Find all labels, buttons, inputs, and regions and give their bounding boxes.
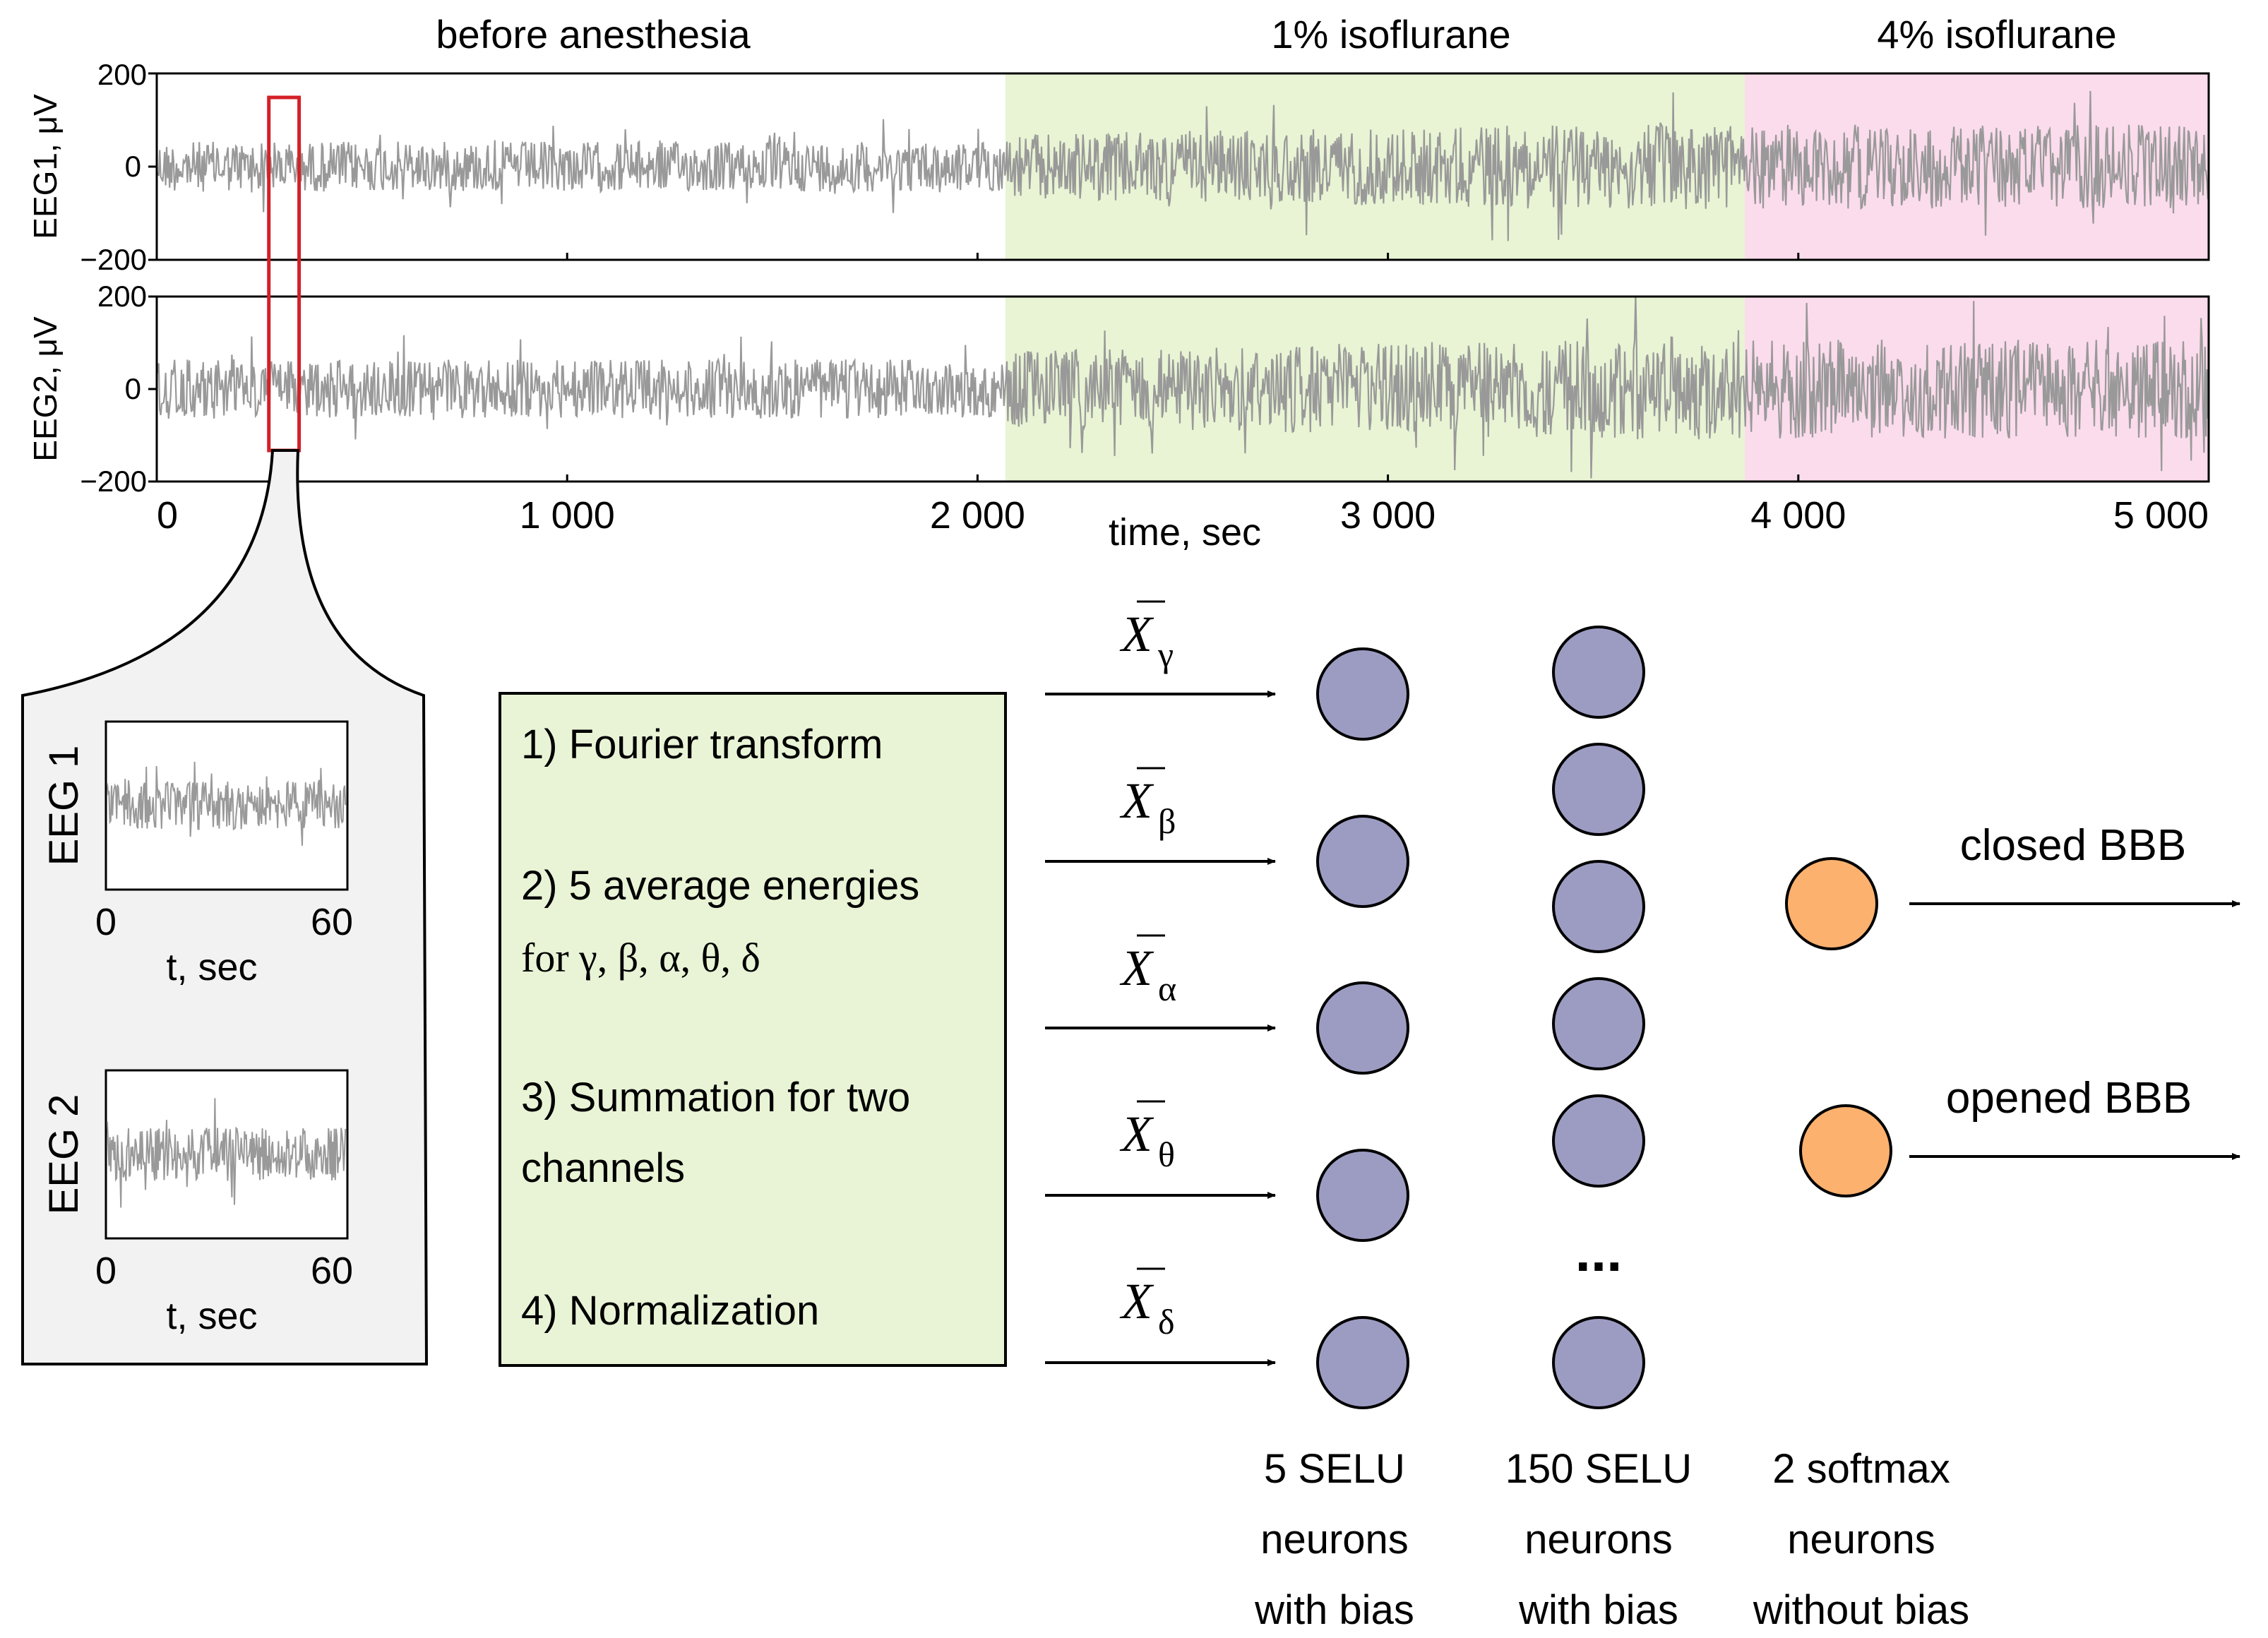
neuron-l2-4: [1552, 977, 1645, 1070]
neuron-l2-5: [1552, 1094, 1645, 1188]
zoom-eeg1-trace: [107, 761, 347, 846]
neuron-l1-1: [1316, 647, 1409, 741]
zoom-eeg1-xmin: 0: [95, 901, 117, 943]
input-label-alpha: X α: [1119, 934, 1176, 1008]
zoom-eeg1-label: EEG 1: [41, 746, 87, 866]
eeg1-trace: [157, 90, 2209, 241]
svg-text:X: X: [1119, 1273, 1154, 1329]
eeg1-ylabel: EEG1, μV: [27, 94, 64, 239]
eeg2-xticks: [155, 474, 2210, 482]
caption-l1-line1: 5 SELU: [1264, 1446, 1405, 1492]
x-axis-label: time, sec: [1109, 511, 1261, 554]
eeg1-ytick-max: 200: [97, 58, 147, 91]
zoom-eeg2-xlabel: t, sec: [166, 1295, 257, 1337]
eeg2-ytick-zero: 0: [125, 372, 141, 405]
eeg2-ytick-max: 200: [97, 280, 147, 313]
svg-text:β: β: [1158, 801, 1176, 841]
neuron-l2-last: [1552, 1316, 1645, 1409]
neuron-out-opened: [1799, 1104, 1892, 1197]
step-3-line2: channels: [521, 1145, 685, 1191]
x-tick-labels: 0 1 000 2 000 3 000 4 000 5 000: [157, 494, 2209, 537]
neuron-l2-1: [1552, 626, 1645, 719]
svg-text:θ: θ: [1158, 1135, 1175, 1174]
neuron-l1-3: [1316, 981, 1409, 1075]
eeg1-ytick-min: −200: [80, 243, 147, 276]
caption-l2-line2: neurons: [1524, 1517, 1673, 1562]
stage-label-before: before anesthesia: [436, 12, 751, 56]
step-2-line1: 2) 5 average energies: [521, 863, 919, 909]
eeg2-trace: [157, 297, 2209, 479]
caption-l3-line1: 2 softmax: [1772, 1446, 1950, 1492]
x-tick-label: 2 000: [930, 494, 1025, 537]
zoom-eeg1-xmax: 60: [311, 901, 353, 943]
eeg2-panel: 200 0 −200 EEG2, μV 0 1 000 2 000 3 000 4 00…: [27, 280, 2210, 554]
stage-label-1pct: 1% isoflurane: [1271, 12, 1510, 56]
zoom-eeg2-xmax: 60: [311, 1250, 353, 1292]
layer-2-neurons: ...: [1552, 626, 1645, 1409]
output-label-opened: opened BBB: [1946, 1074, 2192, 1123]
caption-l1-line2: neurons: [1260, 1517, 1409, 1562]
caption-l3-line2: neurons: [1787, 1517, 1935, 1562]
x-tick-label: 3 000: [1340, 494, 1436, 537]
eeg2-ytick-min: −200: [80, 465, 147, 498]
neuron-l2-2: [1552, 743, 1645, 836]
input-label-beta: X β: [1119, 767, 1176, 841]
neuron-out-closed: [1785, 857, 1878, 950]
step-2-line2: for γ, β, α, θ, δ: [521, 935, 760, 981]
step-1-line1: 1) Fourier transform: [521, 722, 883, 767]
stage-labels: before anesthesia 1% isoflurane 4% isofl…: [436, 12, 2116, 56]
outputs: closed BBB opened BBB: [1909, 821, 2240, 1160]
layer-1-neurons: [1316, 647, 1409, 1409]
output-neurons: [1785, 857, 1892, 1197]
neuron-l2-3: [1552, 860, 1645, 953]
zoom-eeg1-xlabel: t, sec: [166, 946, 257, 988]
svg-text:X: X: [1119, 606, 1154, 662]
zoom-panel-eeg1: EEG 1 0 60 t, sec: [41, 720, 353, 988]
zoom-eeg2-trace: [107, 1098, 347, 1208]
svg-text:X: X: [1119, 772, 1154, 829]
eeg1-ytick-zero: 0: [125, 150, 141, 183]
eeg1-stage-1pct-band: [1005, 73, 1745, 260]
svg-text:α: α: [1158, 969, 1176, 1008]
input-label-theta: X θ: [1119, 1100, 1175, 1174]
x-tick-label: 4 000: [1750, 494, 1846, 537]
zoom-eeg2-label: EEG 2: [41, 1094, 87, 1215]
step-3-line1: 3) Summation for two: [521, 1075, 910, 1120]
processing-box: 1) Fourier transform 2) 5 average energi…: [499, 692, 1007, 1367]
input-label-gamma: X γ: [1119, 600, 1174, 674]
layer-2-ellipsis: ...: [1575, 1220, 1623, 1283]
svg-text:X: X: [1119, 940, 1154, 996]
zoom-eeg2-xmin: 0: [95, 1250, 117, 1292]
eeg2-ylabel: EEG2, μV: [27, 316, 64, 462]
x-tick-label: 5 000: [2113, 494, 2209, 537]
eeg1-panel: 200 0 −200 EEG1, μV: [27, 58, 2210, 276]
input-arrows: X γ X β X α X θ X δ: [1045, 600, 1276, 1366]
x-tick-label: 1 000: [520, 494, 615, 537]
caption-l1-line3: with bias: [1254, 1587, 1414, 1633]
svg-text:X: X: [1119, 1106, 1154, 1162]
caption-l3-line3: without bias: [1753, 1587, 1969, 1633]
svg-text:δ: δ: [1158, 1302, 1175, 1341]
stage-label-4pct: 4% isoflurane: [1877, 12, 2116, 56]
output-label-closed: closed BBB: [1960, 821, 2187, 870]
neuron-l1-4: [1316, 1149, 1409, 1242]
layer-captions: 5 SELU neurons with bias 150 SELU neuron…: [1254, 1446, 1969, 1633]
zoom-panel-eeg2: EEG 2 0 60 t, sec: [41, 1069, 353, 1337]
neuron-l1-5: [1316, 1316, 1409, 1409]
input-label-delta: X δ: [1119, 1267, 1175, 1341]
caption-l2-line3: with bias: [1518, 1587, 1678, 1633]
x-tick-label: 0: [157, 494, 178, 537]
caption-l2-line1: 150 SELU: [1505, 1446, 1692, 1492]
step-4-line1: 4) Normalization: [521, 1288, 819, 1334]
svg-text:γ: γ: [1157, 635, 1174, 674]
eeg1-xticks: [155, 253, 2210, 260]
neuron-l1-2: [1316, 815, 1409, 908]
